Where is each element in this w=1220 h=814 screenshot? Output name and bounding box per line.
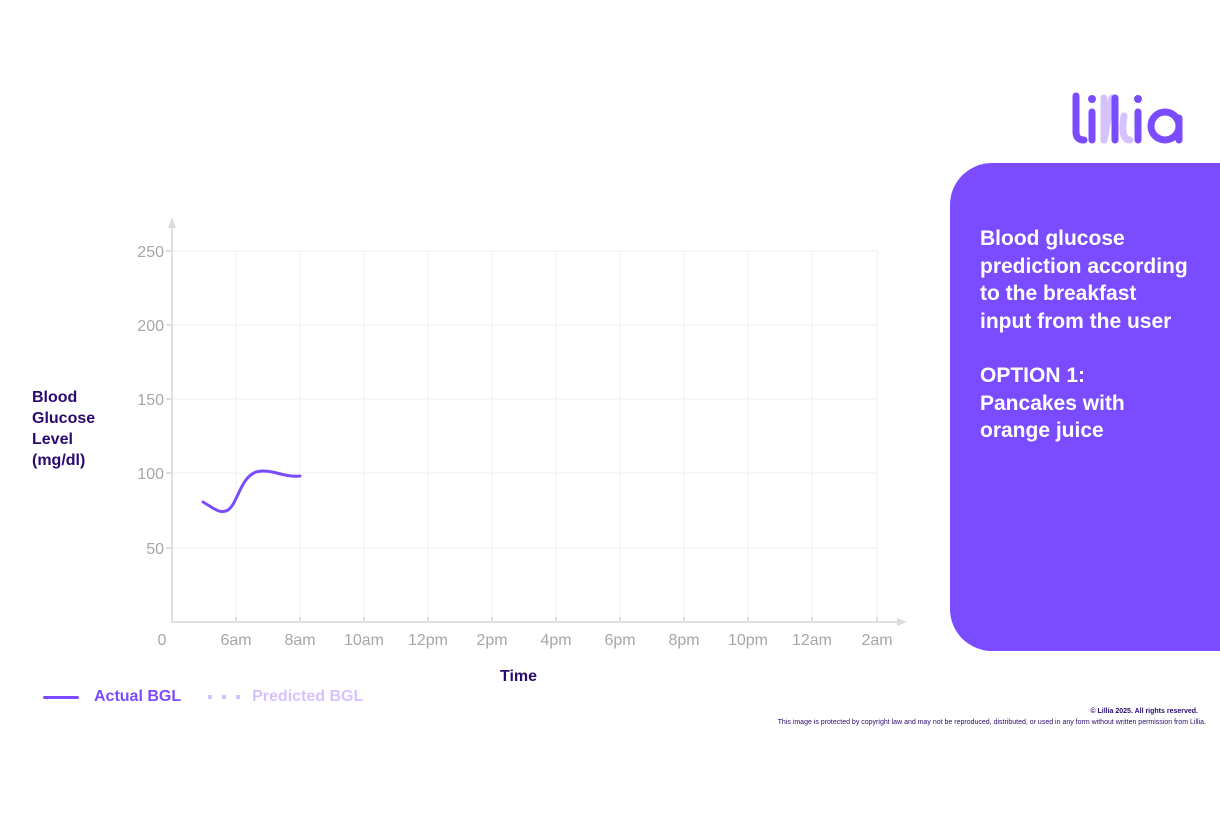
lillia-logo bbox=[1072, 92, 1183, 144]
svg-text:250: 250 bbox=[137, 244, 164, 261]
svg-text:50: 50 bbox=[146, 541, 164, 558]
copyright-notice: This image is protected by copyright law… bbox=[777, 719, 1206, 726]
legend: Actual BGL Predicted BGL bbox=[43, 688, 363, 706]
card-line: to the breakfast bbox=[980, 282, 1137, 305]
info-card: Blood glucose prediction according to th… bbox=[950, 163, 1220, 651]
svg-text:6am: 6am bbox=[220, 632, 251, 649]
axes bbox=[166, 228, 898, 623]
option-text: Pancakes with bbox=[980, 391, 1125, 415]
legend-actual: Actual BGL bbox=[94, 688, 182, 705]
svg-text:8am: 8am bbox=[284, 632, 315, 649]
svg-text:4pm: 4pm bbox=[540, 632, 571, 649]
svg-text:8pm: 8pm bbox=[668, 632, 699, 649]
y-axis-label-line: Level bbox=[32, 431, 73, 448]
solid-line-icon bbox=[43, 695, 79, 699]
option-text: orange juice bbox=[980, 419, 1104, 442]
svg-text:100: 100 bbox=[137, 466, 164, 483]
svg-text:2am: 2am bbox=[861, 632, 892, 649]
x-axis-title: Time bbox=[500, 668, 538, 685]
svg-text:12pm: 12pm bbox=[408, 632, 448, 649]
actual-bgl-line bbox=[201, 469, 302, 514]
svg-text:12am: 12am bbox=[792, 632, 832, 649]
legend-predicted: Predicted BGL bbox=[252, 688, 364, 705]
svg-text:10am: 10am bbox=[344, 632, 384, 649]
y-axis-label: Blood Glucose Level (mg/dl) bbox=[32, 387, 122, 471]
svg-text:150: 150 bbox=[137, 392, 164, 409]
svg-text:6pm: 6pm bbox=[604, 632, 635, 649]
x-tick-labels: 0 6am 8am 10am 12pm 2pm 4pm 6pm 8pm 10pm… bbox=[158, 632, 893, 649]
y-axis-label-line: (mg/dl) bbox=[32, 452, 86, 469]
y-axis-arrow-icon bbox=[168, 217, 176, 228]
card-line: Blood glucose bbox=[980, 227, 1125, 250]
svg-text:200: 200 bbox=[137, 318, 164, 335]
card-line: prediction according bbox=[980, 254, 1188, 278]
dotted-line-icon bbox=[208, 695, 241, 699]
grid bbox=[172, 250, 878, 622]
card-line: input from the user bbox=[980, 309, 1172, 333]
copyright: © Lillia 2025. All rights reserved. bbox=[1090, 708, 1198, 715]
svg-text:2pm: 2pm bbox=[476, 632, 507, 649]
y-tick-labels: 250 200 150 100 50 bbox=[137, 244, 164, 558]
y-axis-label-line: Blood bbox=[32, 389, 78, 406]
y-axis-label-line: Glucose bbox=[32, 410, 96, 427]
svg-text:0: 0 bbox=[158, 632, 167, 649]
option-label: OPTION 1: bbox=[980, 364, 1086, 387]
card-description: Blood glucose prediction according to th… bbox=[980, 225, 1210, 445]
x-axis-arrow-icon bbox=[897, 618, 907, 626]
svg-text:10pm: 10pm bbox=[728, 632, 768, 649]
